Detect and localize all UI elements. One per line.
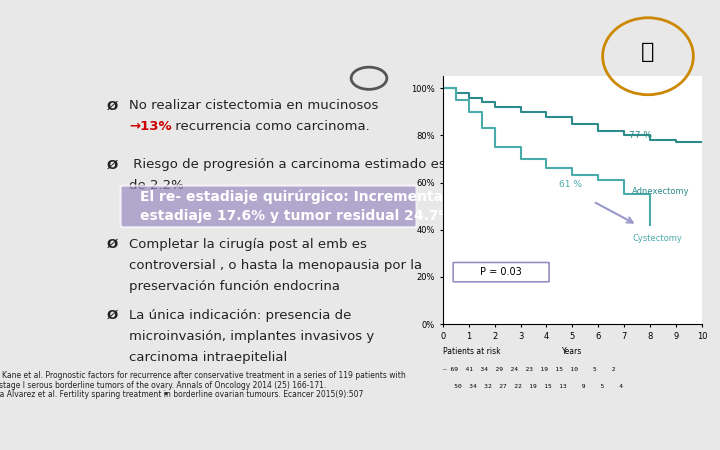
Text: — 69  41  34  29  24  23  19  15  10    5    2: — 69 41 34 29 24 23 19 15 10 5 2 [443, 367, 616, 372]
Cystectomy [646, 222, 654, 228]
Adnexectomy [438, 86, 447, 91]
FancyBboxPatch shape [453, 262, 549, 282]
FancyBboxPatch shape [121, 186, 416, 227]
Text: Completar la cirugía post al emb es: Completar la cirugía post al emb es [129, 238, 367, 251]
Cystectomy [542, 166, 551, 171]
Adnexectomy [698, 140, 706, 145]
Text: Ø: Ø [107, 309, 118, 322]
Text: Cystectomy: Cystectomy [632, 234, 682, 243]
Text: 🏥: 🏥 [642, 42, 654, 62]
Adnexectomy [451, 90, 460, 96]
Text: stage I serous borderline tumors of the ovary. Annals of Oncology 2014 (25) 166-: stage I serous borderline tumors of the … [0, 381, 326, 390]
Adnexectomy [646, 137, 654, 143]
Cystectomy [516, 156, 525, 162]
Text: Adnexectomy: Adnexectomy [632, 187, 690, 196]
Cystectomy [451, 97, 460, 103]
Text: Riesgo de progresión a carcinoma estimado es: Riesgo de progresión a carcinoma estimad… [129, 158, 446, 171]
Text: La única indicación: presencia de: La única indicación: presencia de [129, 309, 351, 322]
Adnexectomy [477, 100, 486, 105]
Adnexectomy [542, 114, 551, 119]
Text: P = 0.03: P = 0.03 [480, 267, 522, 277]
Text: 77 %: 77 % [629, 131, 652, 140]
Adnexectomy [568, 121, 577, 126]
Text: Ø: Ø [107, 158, 118, 171]
Adnexectomy [672, 140, 680, 145]
Text: •: • [163, 389, 168, 399]
Cystectomy [568, 173, 577, 178]
Adnexectomy [464, 95, 473, 100]
Text: →13%: →13% [129, 120, 171, 133]
Cystectomy [464, 109, 473, 115]
Text: microinvasión, implantes invasivos y: microinvasión, implantes invasivos y [129, 330, 374, 343]
Text: Rosa Maria Alvarez et al. Fertility sparing treatment in borderline ovarian tumo: Rosa Maria Alvarez et al. Fertility spar… [0, 390, 363, 399]
Text: El re- estadiaje quirúrgico: Incrementa: El re- estadiaje quirúrgico: Incrementa [140, 190, 444, 204]
Cystectomy [477, 126, 486, 131]
Text: No realizar cistectomia en mucinosos: No realizar cistectomia en mucinosos [129, 99, 379, 112]
Text: 61 %: 61 % [559, 180, 582, 189]
Adnexectomy [490, 104, 499, 110]
Adnexectomy [620, 133, 629, 138]
Text: controversial , o hasta la menopausia por la: controversial , o hasta la menopausia po… [129, 259, 422, 272]
Cystectomy [438, 86, 447, 91]
Text: 50  34  32  27  22  19  15  13    9    5    4: 50 34 32 27 22 19 15 13 9 5 4 [443, 384, 623, 389]
Text: Patients at risk: Patients at risk [443, 346, 500, 356]
Text: recurrencia como carcinoma.: recurrencia como carcinoma. [171, 120, 369, 133]
Cystectomy [620, 192, 629, 197]
Text: de 2.2%: de 2.2% [129, 179, 184, 192]
Text: preservación función endocrina: preservación función endocrina [129, 279, 340, 292]
Text: carcinoma intraepitelial: carcinoma intraepitelial [129, 351, 287, 364]
Cystectomy [594, 177, 603, 183]
Line: Adnexectomy: Adnexectomy [443, 88, 702, 143]
Text: C. Uzan, E. Muller, A. Kane et al. Prognostic factors for recurrence after conse: C. Uzan, E. Muller, A. Kane et al. Progn… [0, 371, 405, 380]
Text: estadiaje 17.6% y tumor residual 24.7%: estadiaje 17.6% y tumor residual 24.7% [140, 209, 453, 223]
Text: Years: Years [562, 346, 582, 356]
Adnexectomy [516, 109, 525, 115]
Text: Ø: Ø [107, 238, 118, 251]
Line: Cystectomy: Cystectomy [443, 88, 650, 225]
Adnexectomy [594, 128, 603, 133]
Text: Ø: Ø [107, 99, 118, 112]
Cystectomy [490, 144, 499, 150]
